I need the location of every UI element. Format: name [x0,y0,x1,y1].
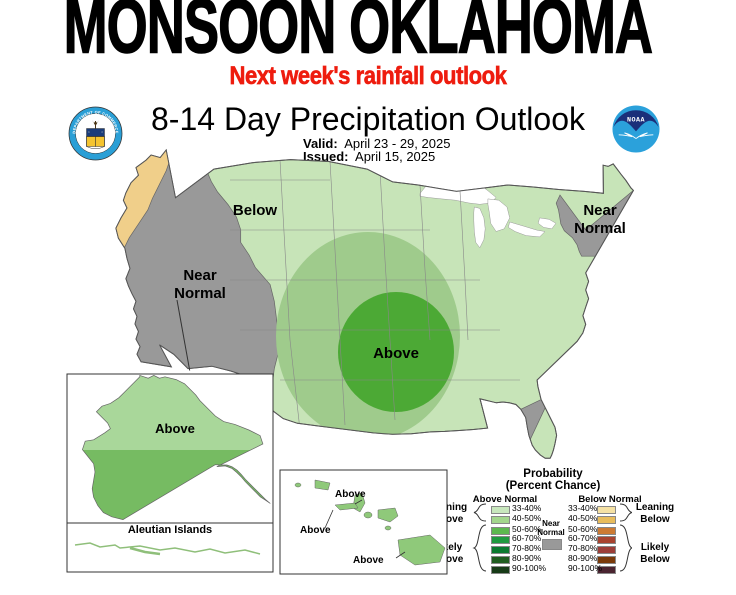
svg-text:Aleutian Islands: Aleutian Islands [128,524,212,536]
svg-text:Above: Above [335,489,366,500]
svg-text:Above: Above [353,555,384,566]
svg-text:Above: Above [155,421,195,436]
svg-text:Above: Above [300,525,331,536]
